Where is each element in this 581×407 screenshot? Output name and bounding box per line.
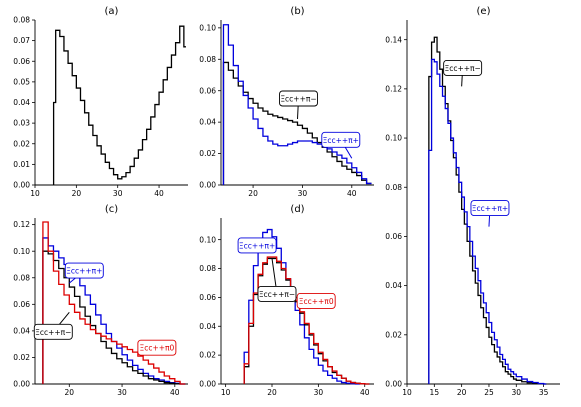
series-label: Ξcc++π− (35, 328, 71, 337)
x-tick-label: 30 (314, 388, 324, 397)
y-tick-label: 0.00 (13, 380, 30, 389)
series-line-0 (52, 25, 186, 185)
y-tick-label: 0.08 (385, 183, 402, 192)
panel-2: (c) 0.00 0.02 0.04 0.06 0.08 0.10 0.12 20 30 40 Ξcc… (13, 204, 188, 397)
label-box (296, 292, 336, 309)
x-tick-label: 40 (154, 189, 164, 198)
panel-title: (b) (290, 6, 304, 17)
series-label: Ξcc++π− (280, 95, 316, 104)
panel-title: (e) (477, 6, 491, 17)
y-tick-label: 0.01 (13, 160, 30, 169)
x-tick-label: 35 (539, 388, 549, 397)
series-label: Ξcc++π+ (472, 204, 508, 213)
series-line-2 (243, 256, 370, 385)
series-label: Ξcc++π− (444, 64, 480, 73)
panel-1: (b) 0.00 0.02 0.04 0.06 0.08 0.10 20 30 40 Ξcc++π−… (199, 6, 374, 198)
y-tick-label: 0.08 (13, 16, 30, 25)
y-tick-label: 0.02 (385, 330, 402, 339)
label-box (257, 285, 297, 302)
x-tick-label: 30 (117, 388, 127, 397)
x-tick-label: 10 (402, 388, 412, 397)
x-tick-label: 20 (267, 388, 277, 397)
series-line-0 (222, 61, 372, 185)
y-tick-label: 0.10 (199, 235, 216, 244)
y-tick-label: 0.02 (199, 149, 216, 158)
label-box (137, 339, 177, 356)
x-tick-label: 15 (430, 388, 440, 397)
y-tick-label: 0.03 (13, 119, 30, 128)
panel-title: (d) (290, 204, 304, 215)
y-tick-label: 0.02 (13, 353, 30, 362)
x-tick-label: 20 (248, 189, 258, 198)
x-tick-label: 30 (512, 388, 522, 397)
y-tick-label: 0.12 (385, 84, 402, 93)
y-tick-label: 0.00 (385, 380, 402, 389)
y-tick-label: 0.06 (13, 300, 30, 309)
panel-0: (a) 0.00 0.01 0.02 0.03 0.04 0.05 0.06 0.07 0.08 1… (13, 6, 188, 198)
x-tick-label: 30 (113, 189, 123, 198)
y-tick-label: 0.10 (13, 247, 30, 256)
y-tick-label: 0.04 (199, 118, 216, 127)
y-tick-label: 0.05 (13, 77, 30, 86)
panel-title: (c) (105, 204, 118, 215)
series-line-1 (42, 250, 186, 385)
label-box (237, 237, 277, 254)
label-box (443, 59, 483, 76)
series-label: Ξcc++π− (259, 290, 295, 299)
series-line-2 (42, 221, 186, 385)
series-line-1 (222, 24, 372, 185)
series-label: Ξcc++π+ (239, 241, 275, 250)
y-tick-label: 0.04 (13, 326, 30, 335)
x-tick-label: 40 (170, 388, 180, 397)
y-tick-label: 0.00 (199, 181, 216, 190)
x-tick-label: 40 (347, 189, 357, 198)
series-line-0 (42, 237, 186, 385)
series-label: Ξcc++π0 (139, 344, 174, 353)
y-tick-label: 0.04 (385, 281, 402, 290)
y-tick-label: 0.08 (199, 264, 216, 273)
y-tick-label: 0.06 (199, 293, 216, 302)
series-label: Ξcc++π+ (323, 136, 359, 145)
series-line-1 (243, 257, 370, 385)
y-tick-label: 0.10 (199, 23, 216, 32)
x-tick-label: 10 (30, 189, 40, 198)
y-tick-label: 0.07 (13, 36, 30, 45)
y-tick-label: 0.06 (385, 232, 402, 241)
label-box (470, 200, 510, 217)
y-tick-label: 0.04 (13, 98, 30, 107)
y-tick-label: 0.08 (199, 55, 216, 64)
panel-3: (d) 0.00 0.02 0.04 0.06 0.08 0.10 10 20 30 40 Ξcc++… (199, 204, 374, 397)
label-box (279, 90, 318, 107)
y-tick-label: 0.00 (13, 181, 30, 190)
x-tick-label: 40 (360, 388, 370, 397)
y-tick-label: 0.14 (385, 35, 402, 44)
x-tick-label: 25 (484, 388, 494, 397)
x-tick-label: 10 (221, 388, 231, 397)
y-tick-label: 0.02 (199, 351, 216, 360)
x-tick-label: 20 (457, 388, 467, 397)
y-tick-label: 0.06 (13, 57, 30, 66)
label-box (64, 262, 104, 279)
series-label: Ξcc++π+ (66, 267, 102, 276)
x-tick-label: 20 (72, 189, 82, 198)
series-line-1 (428, 58, 547, 385)
label-box (33, 323, 73, 340)
y-tick-label: 0.04 (199, 322, 216, 331)
x-tick-label: 20 (65, 388, 75, 397)
y-tick-label: 0.10 (385, 134, 402, 143)
panel-title: (a) (105, 6, 119, 17)
y-tick-label: 0.02 (13, 139, 30, 148)
y-tick-label: 0.08 (13, 273, 30, 282)
label-box (321, 131, 361, 148)
y-tick-label: 0.06 (199, 86, 216, 95)
panel-4: (e) 0.00 0.02 0.04 0.06 0.08 0.10 0.12 0.14 10 15 2… (385, 6, 560, 397)
y-tick-label: 0.12 (13, 220, 30, 229)
y-tick-label: 0.00 (199, 380, 216, 389)
x-tick-label: 30 (298, 189, 308, 198)
series-label: Ξcc++π0 (299, 297, 334, 306)
